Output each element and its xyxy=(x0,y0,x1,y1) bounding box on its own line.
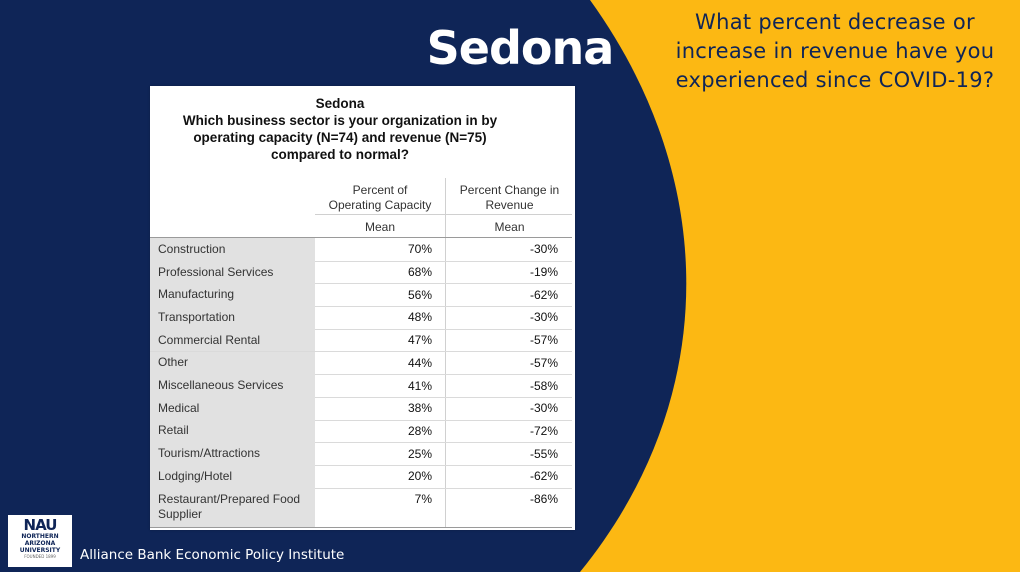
column-header-line: Percent of xyxy=(352,183,408,197)
table-row: Restaurant/Prepared Food Supplier 7% -86% xyxy=(150,487,572,528)
revenue-value: -19% xyxy=(529,265,558,280)
column-header-capacity: Percent of Operating Capacity xyxy=(315,183,445,213)
question-text: What percent decrease or increase in rev… xyxy=(675,10,995,92)
capacity-value: 70% xyxy=(407,242,432,257)
revenue-value: -58% xyxy=(529,378,558,393)
table-row: Commercial Rental 47% -57% xyxy=(150,328,572,353)
column-header-line: Percent Change in xyxy=(459,183,560,197)
revenue-value: -72% xyxy=(529,423,558,438)
column-header-revenue: Percent Change in Revenue xyxy=(446,183,573,213)
row-label: Tourism/Attractions xyxy=(150,442,315,465)
capacity-value: 7% xyxy=(414,491,432,506)
row-label: Professional Services xyxy=(150,260,315,284)
row-label: Lodging/Hotel xyxy=(150,465,315,488)
table-row: Lodging/Hotel 20% -62% xyxy=(150,465,572,489)
table-row: Other 44% -57% xyxy=(150,351,572,376)
row-label: Commercial Rental xyxy=(150,328,315,352)
revenue-value: -62% xyxy=(529,287,558,302)
table-row: Tourism/Attractions 25% -55% xyxy=(150,442,572,466)
slide-title: Sedona xyxy=(426,21,615,75)
column-divider xyxy=(445,178,446,528)
table-title-line: compared to normal? xyxy=(270,147,410,162)
results-table: Sedona Which business sector is your org… xyxy=(150,86,575,530)
capacity-value: 38% xyxy=(407,401,432,416)
revenue-value: -86% xyxy=(529,491,558,506)
header-divider xyxy=(315,214,572,215)
revenue-value: -55% xyxy=(529,446,558,461)
row-label: Construction xyxy=(150,238,315,261)
table-title-line: operating capacity (N=74) and revenue (N… xyxy=(193,130,487,145)
capacity-value: 44% xyxy=(407,355,432,370)
row-label: Manufacturing xyxy=(150,283,315,307)
row-label: Miscellaneous Services xyxy=(150,374,315,397)
column-stat-revenue: Mean xyxy=(494,220,525,234)
row-label: Restaurant/Prepared Food Supplier xyxy=(150,487,315,527)
row-label: Other xyxy=(150,351,315,375)
revenue-value: -30% xyxy=(529,242,558,257)
revenue-value: -30% xyxy=(529,401,558,416)
table-row: Medical 38% -30% xyxy=(150,396,572,421)
table-row: Miscellaneous Services 41% -58% xyxy=(150,374,572,398)
logo-line: NORTHERN xyxy=(21,533,59,540)
nau-logo: NAU NORTHERN ARIZONA UNIVERSITY FOUNDED … xyxy=(8,515,72,567)
row-label: Transportation xyxy=(150,306,315,329)
revenue-value: -57% xyxy=(529,333,558,348)
table-row: Professional Services 68% -19% xyxy=(150,260,572,285)
capacity-value: 41% xyxy=(407,378,432,393)
table-row: Transportation 48% -30% xyxy=(150,306,572,330)
capacity-value: 68% xyxy=(407,265,432,280)
logo-line: ARIZONA xyxy=(24,540,56,547)
row-label: Retail xyxy=(150,419,315,443)
logo-line: UNIVERSITY xyxy=(19,547,61,554)
capacity-value: 47% xyxy=(407,333,432,348)
table-row: Retail 28% -72% xyxy=(150,419,572,444)
capacity-value: 20% xyxy=(407,469,432,484)
capacity-value: 48% xyxy=(407,310,432,325)
column-header-line: Revenue xyxy=(485,198,534,212)
table-row: Manufacturing 56% -62% xyxy=(150,283,572,308)
logo-founded: FOUNDED 1899 xyxy=(24,554,56,559)
revenue-value: -57% xyxy=(529,355,558,370)
revenue-value: -62% xyxy=(529,469,558,484)
capacity-value: 56% xyxy=(407,287,432,302)
table-title-line: Sedona xyxy=(315,96,365,111)
column-stat-capacity: Mean xyxy=(364,220,396,234)
table-title-line: Which business sector is your organizati… xyxy=(182,113,498,128)
revenue-value: -30% xyxy=(529,310,558,325)
table-row: Construction 70% -30% xyxy=(150,238,572,262)
row-label: Medical xyxy=(150,396,315,420)
capacity-value: 28% xyxy=(407,423,432,438)
logo-mark: NAU xyxy=(23,516,58,534)
table-title: Sedona Which business sector is your org… xyxy=(150,95,530,163)
capacity-value: 25% xyxy=(407,446,432,461)
column-header-line: Operating Capacity xyxy=(328,198,432,212)
header-bottom-rule xyxy=(150,237,572,238)
footer-institute: Alliance Bank Economic Policy Institute xyxy=(80,547,345,563)
